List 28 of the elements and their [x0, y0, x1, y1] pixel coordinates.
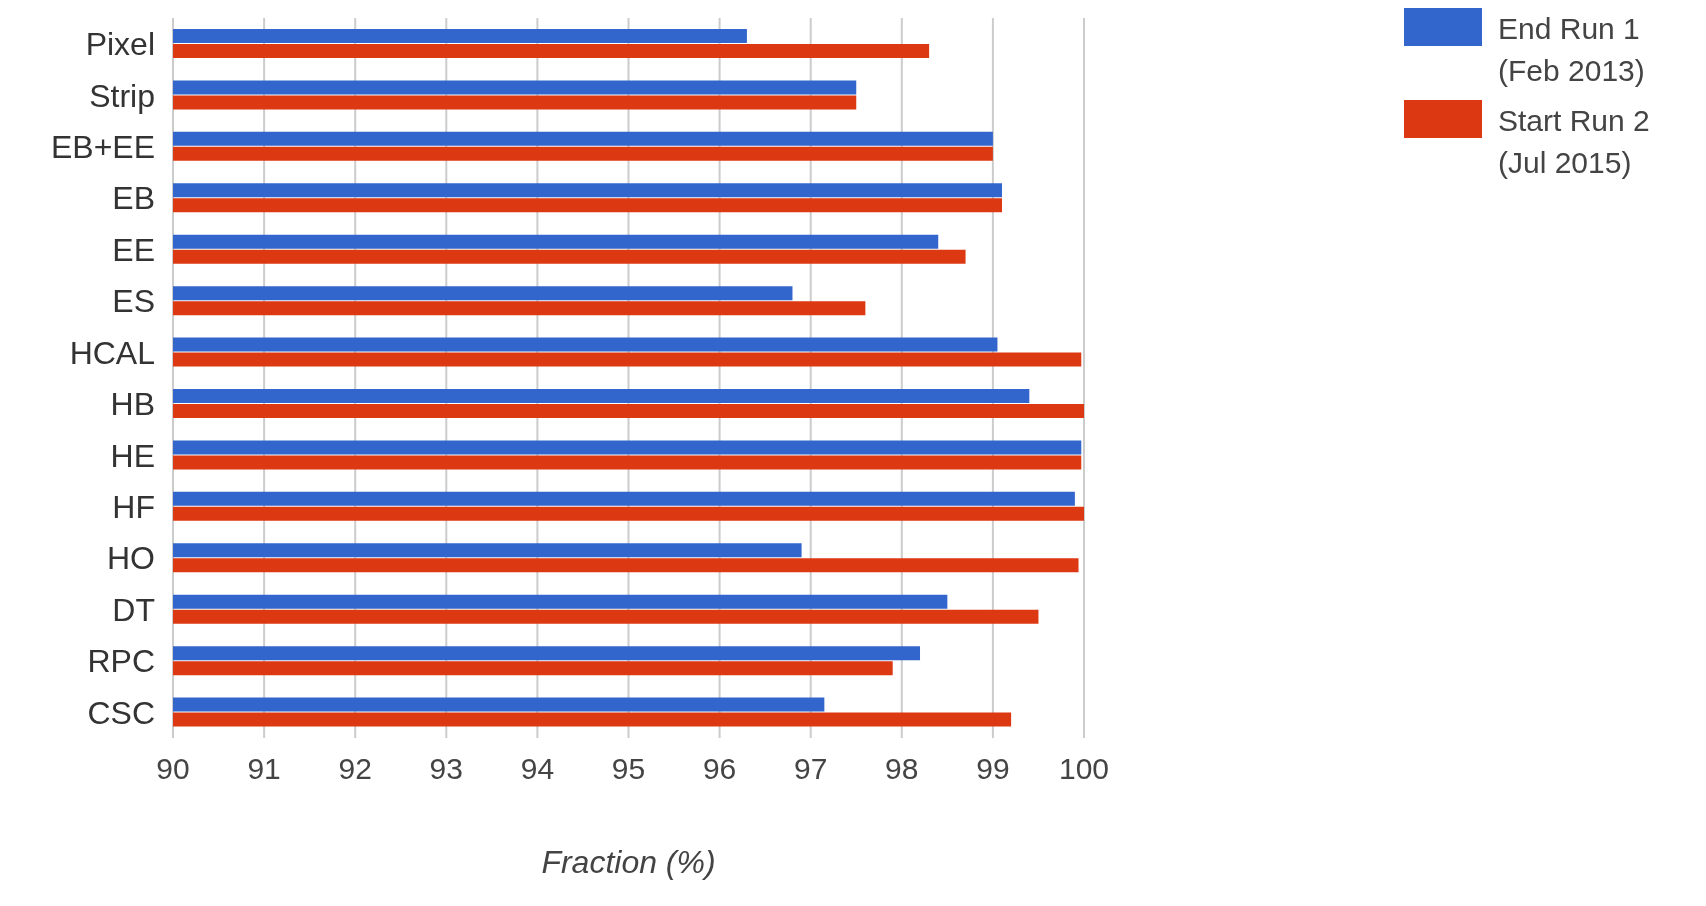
y-tick-label: HO — [107, 540, 155, 577]
x-tick-label: 90 — [156, 752, 190, 786]
x-tick-label: 96 — [702, 752, 737, 786]
y-tick-label: DT — [112, 591, 155, 628]
x-tick-label: 92 — [338, 752, 372, 786]
x-axis-title: Fraction (%) — [541, 844, 716, 880]
y-tick-label: EE — [112, 231, 155, 268]
y-tick-label: Pixel — [85, 26, 155, 63]
x-tick-label: 99 — [976, 752, 1010, 786]
y-tick-label: Strip — [89, 77, 155, 114]
y-tick-label: EB — [112, 180, 155, 217]
x-tick-label: 93 — [429, 752, 463, 786]
y-tick-label: HB — [110, 386, 155, 423]
x-tick-label: 98 — [885, 752, 919, 786]
x-tick-label: 95 — [611, 752, 646, 786]
y-tick-label: HCAL — [69, 334, 155, 371]
x-tick-label: 91 — [247, 752, 281, 786]
y-tick-label: ES — [112, 283, 155, 320]
y-tick-label: EB+EE — [50, 128, 155, 165]
legend-label: End Run 1 (Feb 2013) — [1498, 11, 1646, 89]
y-tick-label: HE — [110, 437, 155, 474]
y-tick-label: CSC — [87, 694, 155, 731]
x-tick-label: 97 — [794, 752, 828, 786]
legend-label: Start Run 2 (Jul 2015) — [1498, 103, 1651, 181]
y-tick-label: HF — [112, 488, 155, 525]
x-tick-label: 94 — [520, 752, 555, 786]
x-tick-label: 100 — [1058, 752, 1110, 786]
y-tick-label: RPC — [87, 643, 155, 680]
